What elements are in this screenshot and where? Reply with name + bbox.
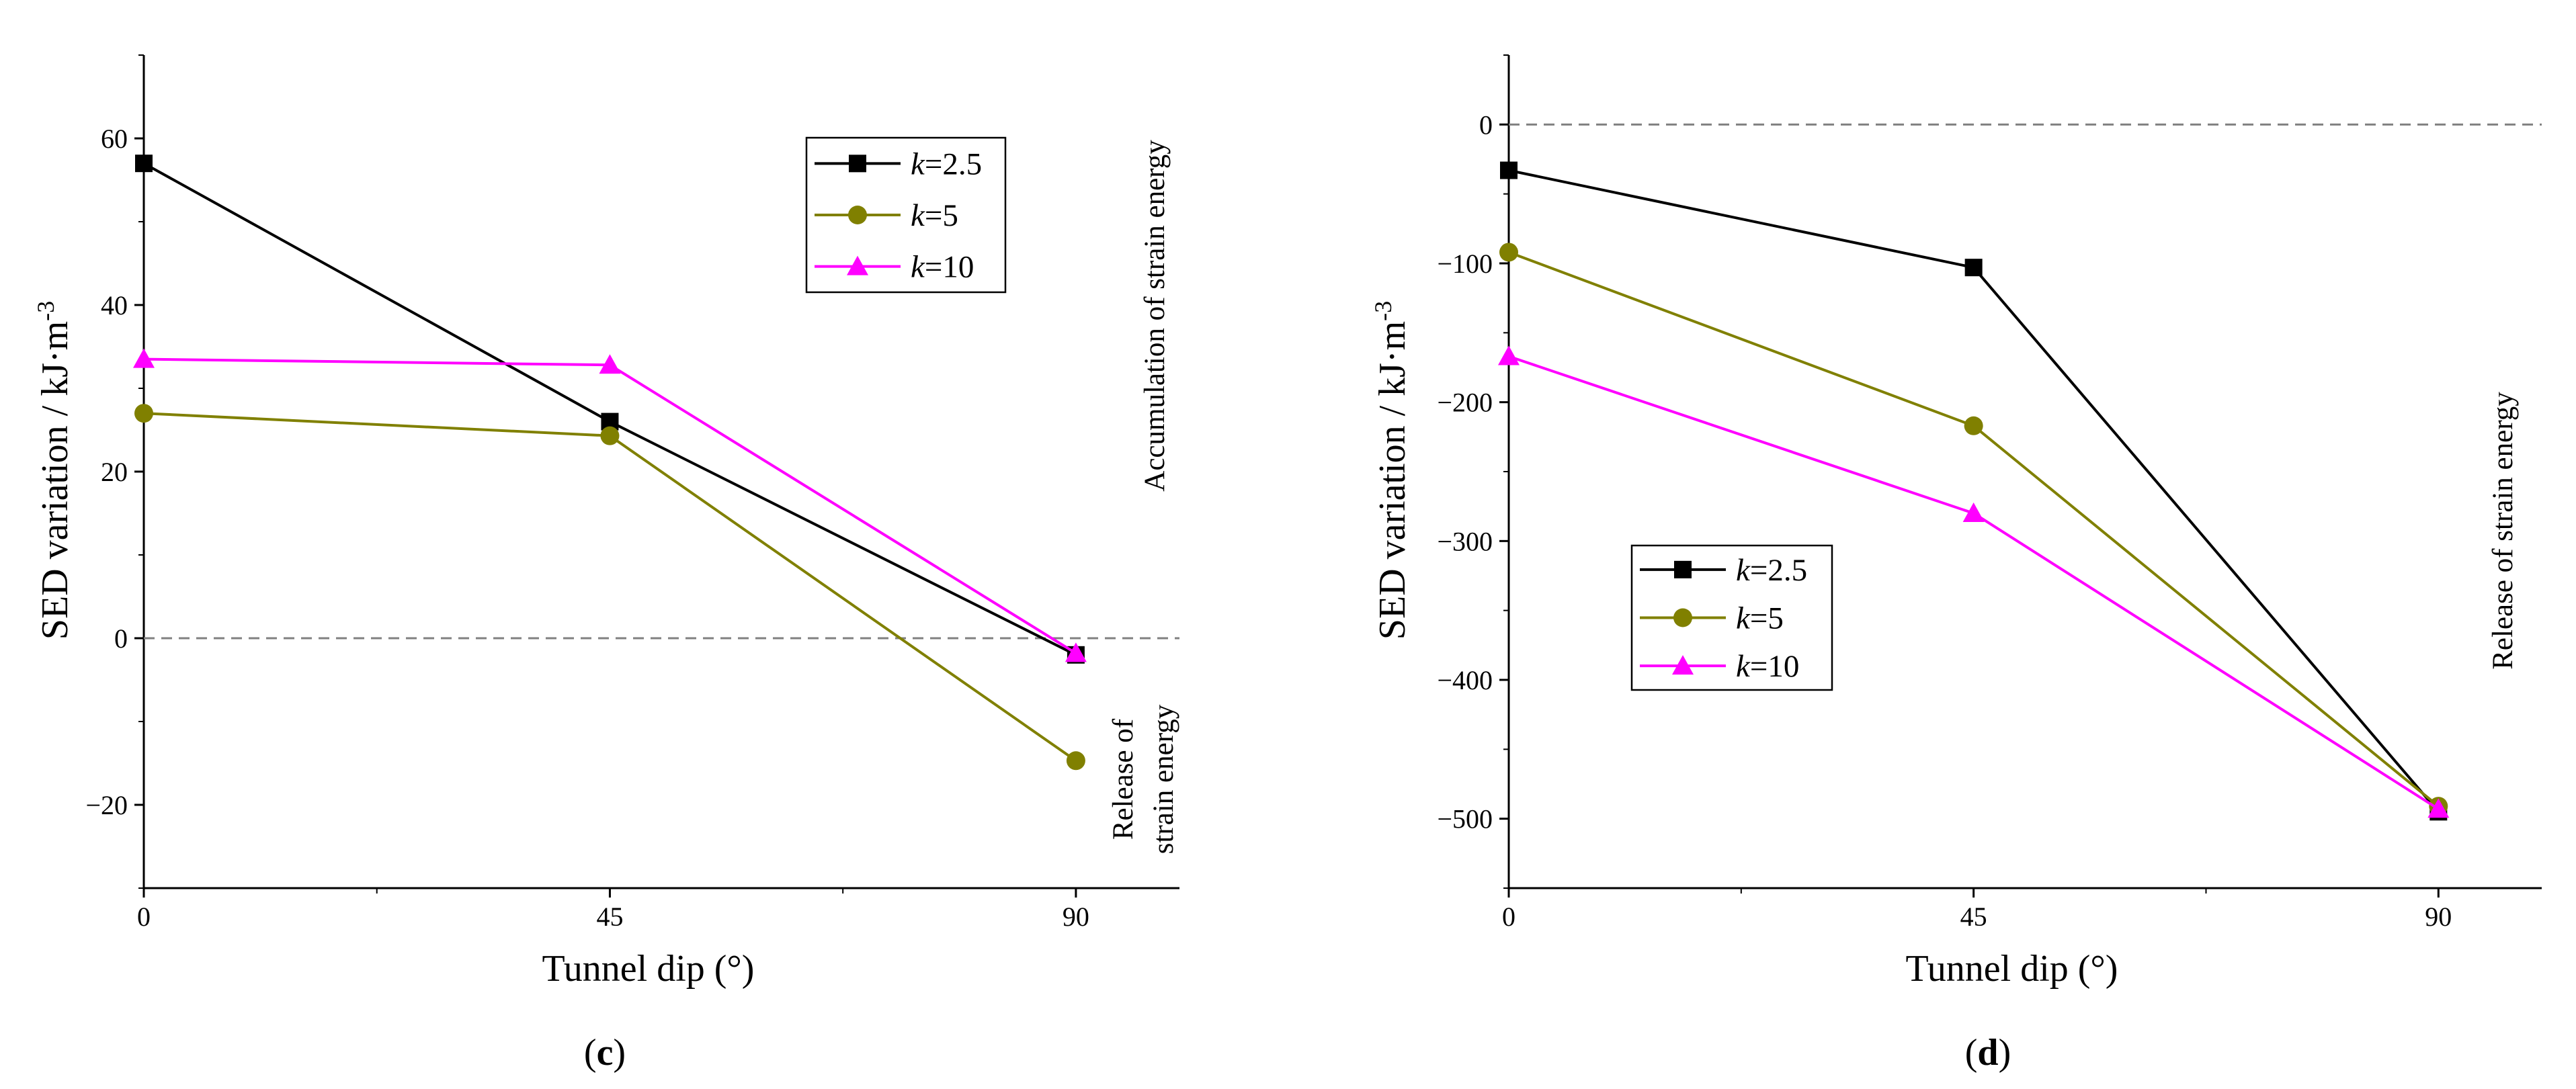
data-point-k5: [134, 404, 153, 423]
data-point-k5: [1066, 751, 1085, 771]
data-point-k10: [1065, 642, 1087, 662]
legend-label-k25: k=2.5: [1736, 553, 1807, 588]
data-point-k5: [1964, 416, 1983, 435]
data-point-k25: [1500, 161, 1518, 179]
series-line-k10: [143, 357, 1077, 655]
chart-panel-d: (d) −500 −400 −300 −200 −100 0 0 45 90 Tunnel dip…: [1370, 54, 2542, 1074]
annotation-release-line2: strain energy: [1148, 704, 1179, 854]
annotation-release-line1: Release of: [1108, 718, 1139, 840]
y-tick-label: 0: [114, 623, 128, 654]
y-tick-label: −200: [1437, 388, 1493, 418]
data-point-k5: [1499, 243, 1518, 262]
y-axis-label: SED variation / kJ·m-3: [1370, 301, 1413, 640]
data-point-k25: [135, 155, 153, 173]
x-tick-label: 45: [1960, 902, 1987, 932]
data-point-k10: [133, 348, 155, 368]
y-tick-label: 20: [101, 457, 128, 487]
legend-marker-k5: [848, 206, 867, 224]
y-tick-label: −20: [85, 790, 128, 820]
x-axis-label: Tunnel dip (°): [542, 948, 755, 990]
data-point-k5: [600, 426, 620, 445]
legend-marker-k5: [1673, 608, 1692, 627]
y-tick-label: 0: [1479, 110, 1493, 140]
legend-marker-k10: [847, 255, 868, 275]
data-point-k10: [1962, 503, 1985, 522]
x-tick-label: 90: [2425, 902, 2452, 932]
panel-label-d: (d): [1965, 1032, 2011, 1074]
x-tick-label: 45: [596, 902, 623, 932]
y-tick-label: 40: [101, 290, 128, 320]
data-point-k10: [599, 354, 621, 374]
legend-label-k5: k=5: [1736, 601, 1784, 636]
data-point-k25: [1964, 259, 1983, 277]
legend-label-k5: k=5: [911, 198, 958, 233]
y-tick-label: −500: [1437, 804, 1493, 834]
series-line-k5: [143, 412, 1077, 762]
legend-marker-k25: [849, 155, 866, 173]
data-point-k10: [1498, 345, 1520, 365]
series-line-k5: [1508, 251, 2440, 808]
y-tick-label: −400: [1437, 665, 1493, 695]
legend-marker-k25: [1674, 560, 1692, 578]
x-tick-label: 90: [1063, 902, 1089, 932]
y-tick-label: −100: [1437, 249, 1493, 279]
y-tick-label: −300: [1437, 526, 1493, 556]
legend-label-k25: k=2.5: [911, 146, 982, 181]
y-tick-label: 60: [101, 124, 128, 154]
chart-panel-c: (c) −20 0 20 40 60 0 45 90 Tunnel dip (°) SED var…: [32, 54, 1179, 1074]
data-point-k10: [2427, 798, 2450, 818]
x-tick-label: 0: [137, 902, 151, 932]
legend-label-k10: k=10: [1736, 649, 1799, 684]
annotation-release: Release of strain energy: [2487, 392, 2519, 670]
y-axis-label: SED variation / kJ·m-3: [32, 301, 76, 640]
x-tick-label: 0: [1502, 902, 1515, 932]
legend-label-k10: k=10: [911, 250, 974, 285]
x-axis-label: Tunnel dip (°): [1906, 948, 2118, 990]
panel-label-c: (c): [584, 1032, 626, 1074]
legend-marker-k10: [1672, 655, 1694, 675]
annotation-accumulation: Accumulation of strain energy: [1139, 140, 1171, 492]
